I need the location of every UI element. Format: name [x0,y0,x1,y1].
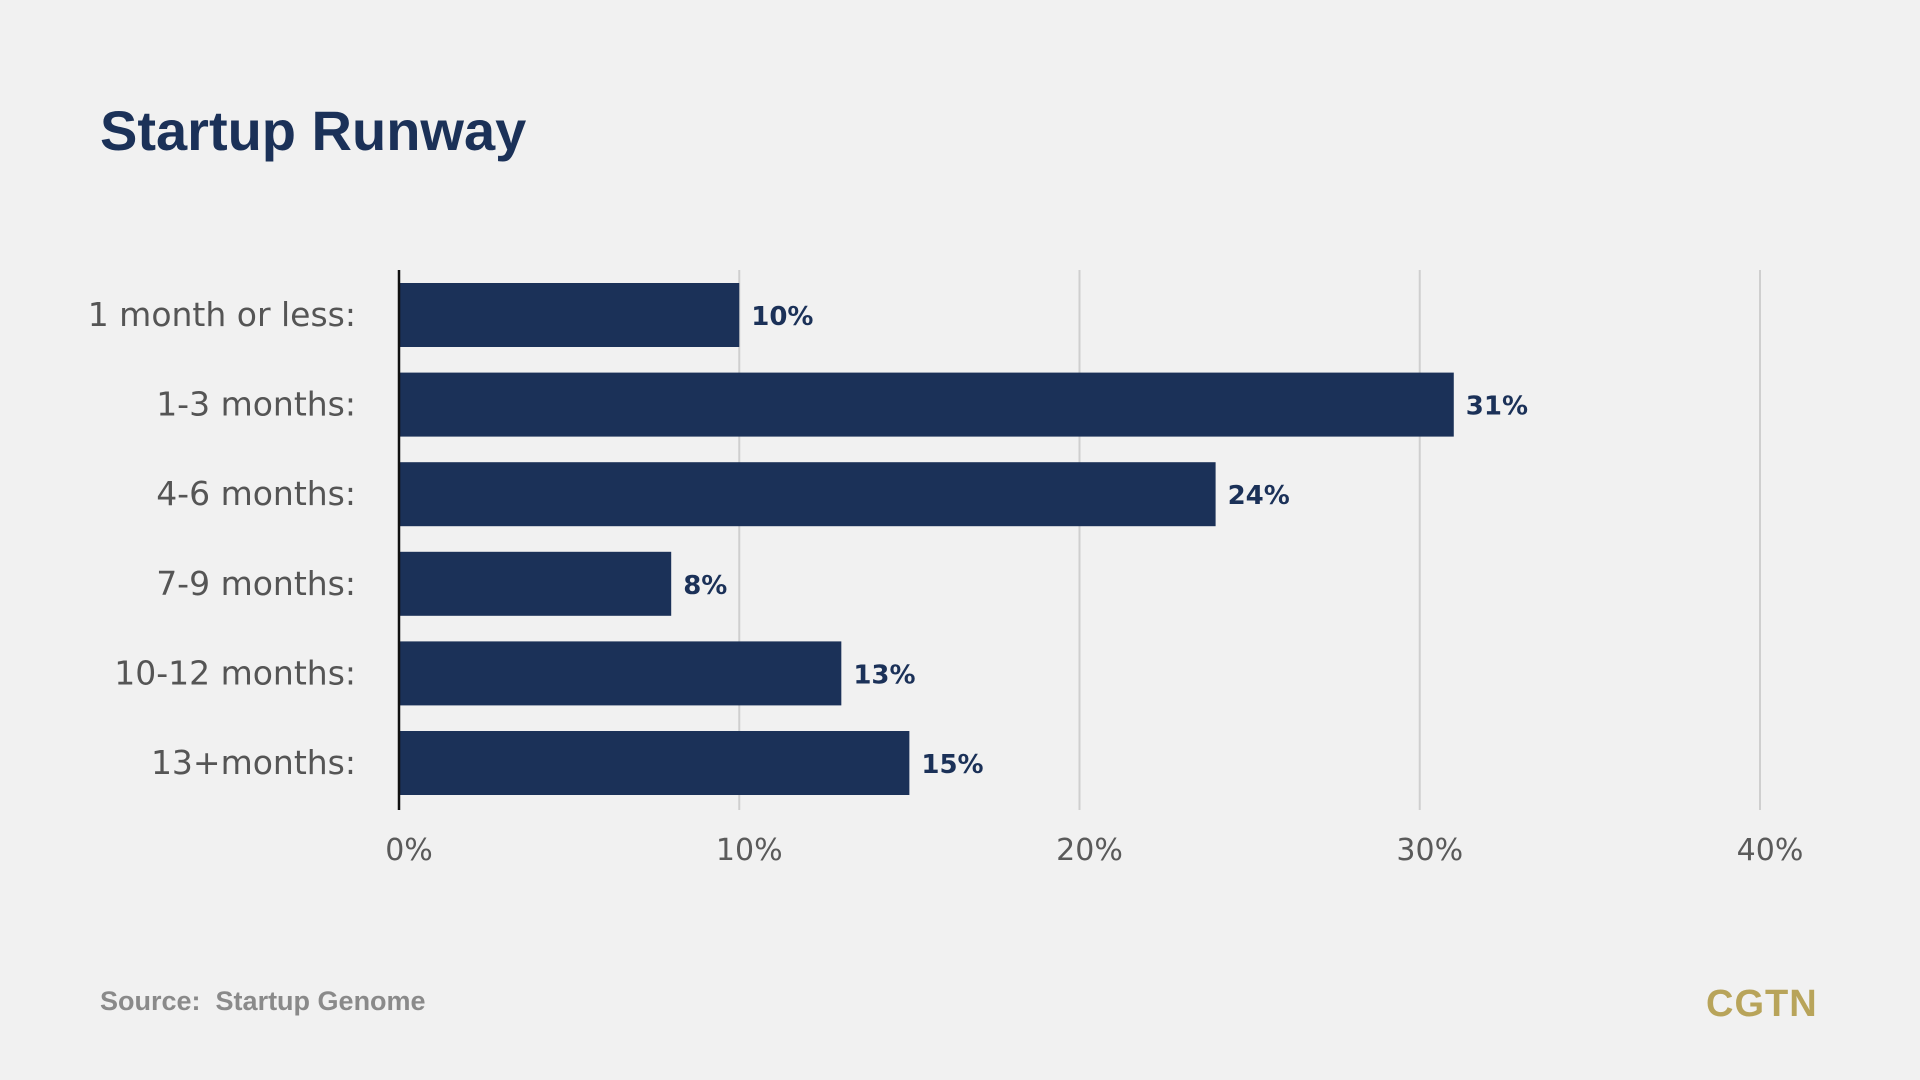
value-label: 24% [1228,481,1290,511]
gridlines [738,270,1761,810]
bar [399,372,1454,437]
category-label: 4-6 months: [156,474,356,513]
source-value: Startup Genome [215,986,426,1016]
bar [399,462,1216,527]
chart-title: Startup Runway [100,99,527,162]
category-label: 1 month or less: [88,295,356,334]
source-note: Source: Startup Genome [100,986,426,1017]
value-label: 10% [751,302,813,332]
value-label: 15% [921,750,983,780]
x-tick-labels: 0% 10% 20% 30% 40% [385,833,1803,868]
value-labels: 10% 31% 24% 8% 13% 15% [683,302,1528,780]
category-label: 1-3 months: [156,385,356,424]
bar [399,641,842,706]
bars [399,283,1454,795]
bar [399,731,910,795]
cgtn-logo: CGTN [1706,983,1818,1025]
bar [399,283,740,347]
value-label: 8% [683,571,727,601]
x-tick-label: 40% [1737,833,1804,868]
x-tick-label: 30% [1396,833,1463,868]
x-tick-label: 0% [385,833,433,868]
source-label: Source: [100,986,201,1016]
category-labels: 1 month or less: 1-3 months: 4-6 months: 7-… [88,295,356,782]
value-label: 31% [1466,392,1528,422]
category-label: 7-9 months: [156,564,356,603]
bar [399,551,672,616]
value-label: 13% [853,660,915,690]
category-label: 13+months: [151,743,356,782]
x-tick-label: 20% [1056,833,1123,868]
category-label: 10-12 months: [114,653,356,692]
x-tick-label: 10% [716,833,783,868]
